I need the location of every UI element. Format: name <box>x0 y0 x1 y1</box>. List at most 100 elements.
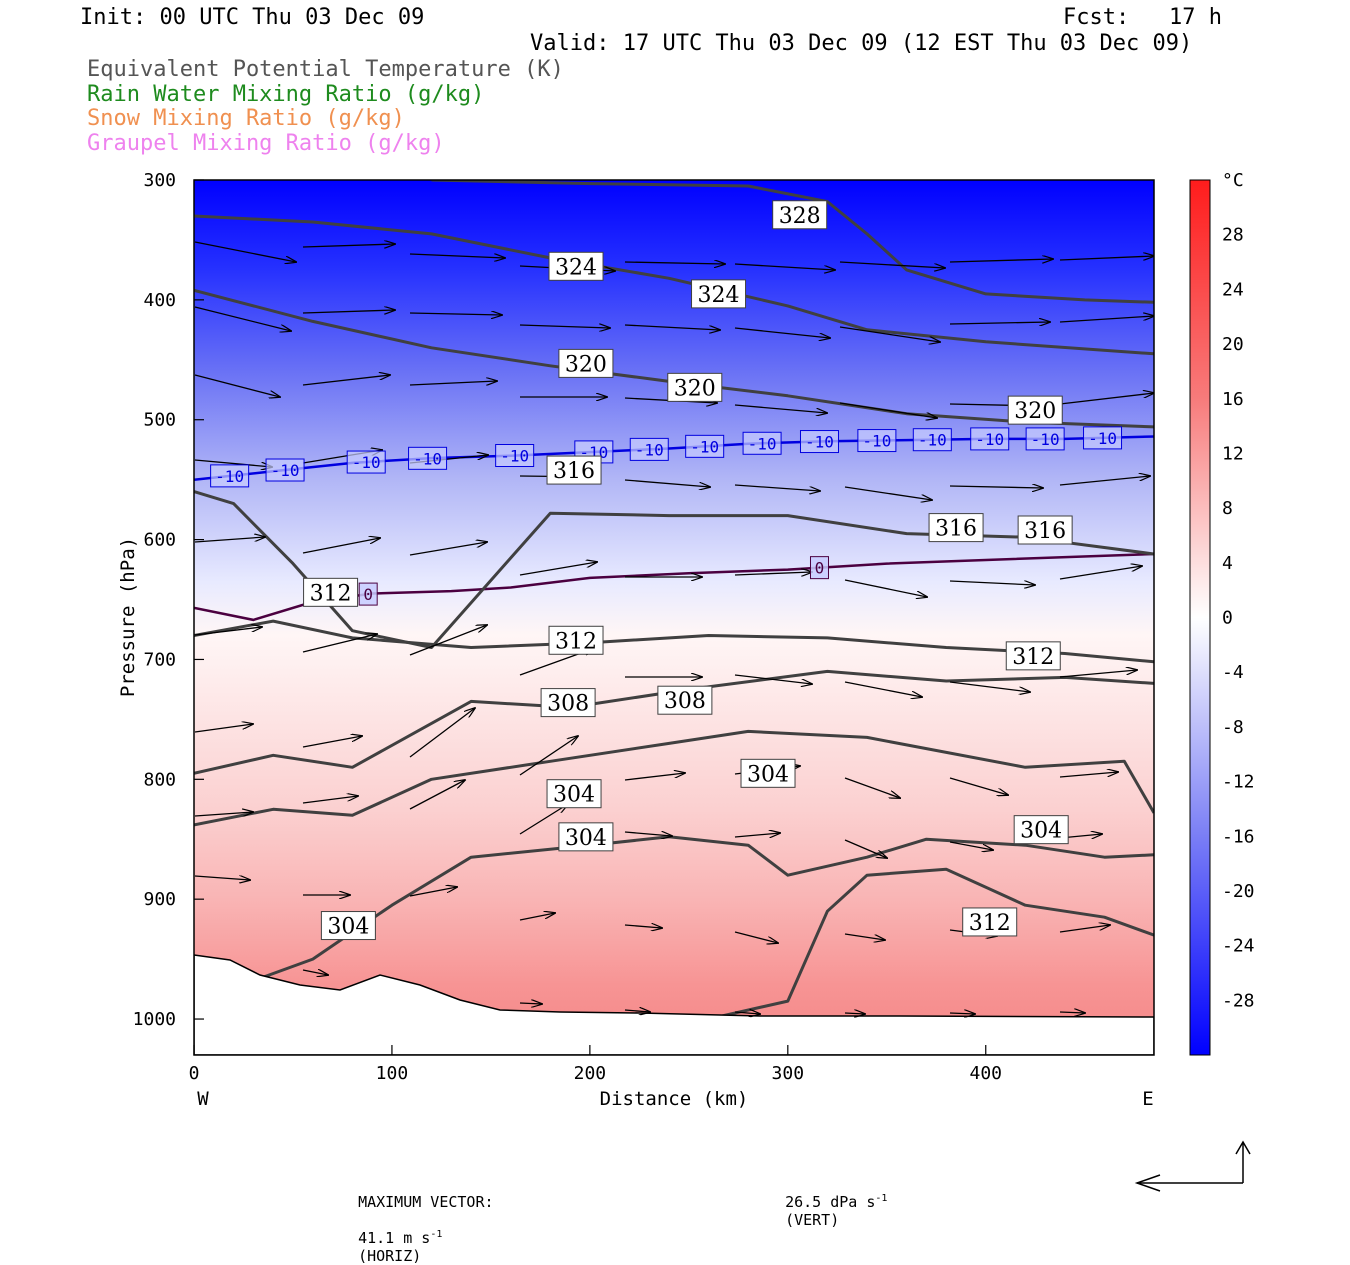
theta-e-label-box <box>540 688 596 718</box>
isotherm-label-box <box>629 437 669 461</box>
isotherm-label-box <box>809 556 829 580</box>
isotherm-label-box <box>685 434 725 458</box>
isotherm-label: -10 <box>352 453 381 472</box>
legend-graupel: Graupel Mixing Ratio (g/kg) <box>87 131 445 156</box>
vert-value: 26.5 dPa s <box>785 1193 876 1211</box>
legend-rain: Rain Water Mixing Ratio (g/kg) <box>87 82 485 107</box>
theta-e-label: 304 <box>1020 819 1062 844</box>
theta-e-label-box <box>303 577 359 607</box>
x-tick-label: 400 <box>969 1063 1002 1084</box>
colorbar-tick-label: -4 <box>1222 662 1244 683</box>
terrain <box>194 954 1154 1055</box>
theta-e-contour <box>194 729 1154 827</box>
isotherm-label: -10 <box>500 447 529 466</box>
isotherm-label: -10 <box>635 440 664 459</box>
isotherm-label: -10 <box>975 430 1004 449</box>
theta-e-label: 312 <box>969 911 1011 936</box>
colorbar-tick-label: -12 <box>1222 772 1255 793</box>
colorbar-tick-label: 20 <box>1222 334 1244 355</box>
isotherm-label: -10 <box>805 433 834 452</box>
theta-e-contour <box>431 180 1154 304</box>
isotherm-label: -10 <box>413 449 442 468</box>
colorbar-tick-label: 4 <box>1222 553 1233 574</box>
legend-snow: Snow Mixing Ratio (g/kg) <box>87 106 405 131</box>
horiz-exponent: -1 <box>430 1229 443 1240</box>
theta-e-label: 308 <box>547 692 589 717</box>
reference-vector-icon <box>1134 1140 1251 1192</box>
theta-e-label: 320 <box>674 376 716 401</box>
footer-vert: 26.5 dPa s-1 (VERT) <box>767 1175 887 1229</box>
y-tick-label: 300 <box>143 170 176 191</box>
colorbar-tick-label: 24 <box>1222 279 1244 300</box>
legend-theta-e: Equivalent Potential Temperature (K) <box>87 57 564 82</box>
plot-frame <box>193 179 1155 1056</box>
theta-e-label: 328 <box>779 204 821 229</box>
theta-e-label: 312 <box>1012 645 1054 670</box>
isotherm-label-box <box>857 429 897 453</box>
isotherm-label-box <box>1083 426 1123 450</box>
colorbar-unit: °C <box>1222 170 1244 191</box>
isotherm-label: 0 <box>815 559 825 578</box>
colorbar-tick-label: 12 <box>1222 443 1244 464</box>
x-tick-label: 100 <box>376 1063 409 1084</box>
footer-max-vector: MAXIMUM VECTOR: 41.1 m s-1 (HORIZ) <box>340 1175 493 1265</box>
theta-e-contour <box>262 835 1154 979</box>
theta-e-label-box <box>1013 815 1069 845</box>
isotherm-label: -10 <box>748 434 777 453</box>
x-axis-right-end: E <box>1142 1088 1153 1110</box>
theta-e-label: 304 <box>747 762 789 787</box>
isotherm-label-box <box>1025 427 1065 451</box>
isotherm-label-box <box>799 430 839 454</box>
theta-e-label-box <box>548 251 604 281</box>
x-tick-label: 0 <box>189 1063 200 1084</box>
isotherm-label: -10 <box>215 467 244 486</box>
isotherm-label: -10 <box>862 432 891 451</box>
isotherm-label-box <box>970 427 1010 451</box>
theta-e-label: 312 <box>555 629 597 654</box>
theta-e-label: 304 <box>553 783 595 808</box>
colorbar-tick-label: 16 <box>1222 389 1244 410</box>
isotherm-label: 0 <box>363 585 373 604</box>
y-tick-label: 500 <box>143 410 176 431</box>
horiz-value: 41.1 m s <box>358 1229 431 1247</box>
colorbar-tick-label: -20 <box>1222 881 1255 902</box>
colorbar-tick-label: -24 <box>1222 936 1255 957</box>
x-axis-left-end: W <box>197 1088 209 1110</box>
init-time: Init: 00 UTC Thu 03 Dec 09 <box>80 5 425 30</box>
colorbar-tick-label: 28 <box>1222 225 1244 246</box>
theta-e-label-box <box>548 625 604 655</box>
theta-e-label-box <box>558 348 614 378</box>
theta-e-label: 324 <box>555 255 597 280</box>
colorbar-tick-label: 8 <box>1222 498 1233 519</box>
theta-e-label-box <box>962 907 1018 937</box>
colorbar-tick-label: -8 <box>1222 717 1244 738</box>
theta-e-label: 304 <box>327 915 369 940</box>
theta-e-label: 304 <box>565 826 607 851</box>
isotherm-label: -10 <box>1031 430 1060 449</box>
x-axis-label: Distance (km) <box>600 1088 749 1110</box>
colorbar-tick-label: -16 <box>1222 826 1255 847</box>
y-axis-label: Pressure (hPa) <box>117 537 139 697</box>
vert-unit: (VERT) <box>785 1211 840 1229</box>
isotherm-label: -10 <box>271 461 300 480</box>
isotherm-label-box <box>265 458 305 482</box>
colorbar-tick-label: -28 <box>1222 990 1255 1011</box>
theta-e-contour <box>194 619 1154 664</box>
y-tick-label: 900 <box>143 889 176 910</box>
theta-e-label-box <box>740 758 796 788</box>
theta-e-label: 308 <box>664 689 706 714</box>
valid-time: Valid: 17 UTC Thu 03 Dec 09 (12 EST Thu … <box>530 31 1193 56</box>
theta-e-label-box <box>320 911 376 941</box>
y-tick-label: 1000 <box>133 1009 176 1030</box>
y-tick-label: 400 <box>143 290 176 311</box>
isotherm-label: -10 <box>690 437 719 456</box>
forecast-hour: Fcst: 17 h <box>1063 5 1222 30</box>
isotherm-label-box <box>495 444 535 468</box>
isotherm-label: -10 <box>918 431 947 450</box>
y-tick-label: 600 <box>143 530 176 551</box>
isotherm-label-box <box>210 464 250 488</box>
y-tick-label: 800 <box>143 769 176 790</box>
isotherm-label-box <box>912 428 952 452</box>
theta-e-label-box <box>667 372 723 402</box>
horiz-unit: (HORIZ) <box>358 1247 422 1265</box>
